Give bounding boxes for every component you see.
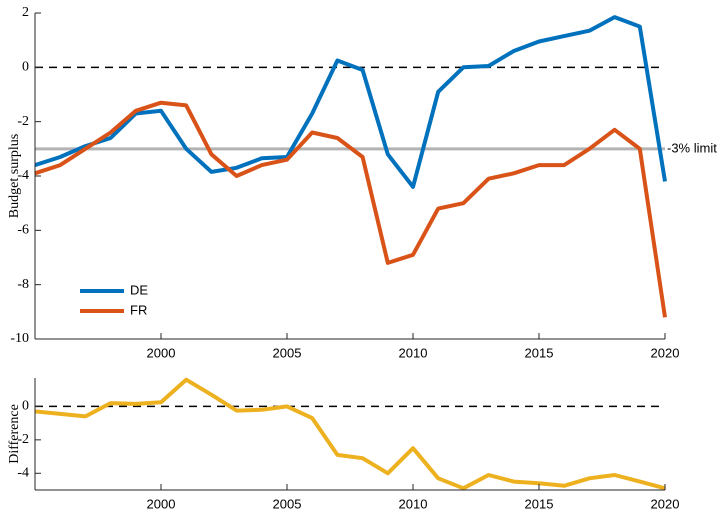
x-tick-label: 2020 xyxy=(651,345,680,360)
x-tick-label: 2020 xyxy=(651,496,680,511)
y-tick-label: -10 xyxy=(10,331,29,346)
y-tick-label: -6 xyxy=(17,223,29,238)
y-tick-label: -2 xyxy=(17,432,29,447)
y-tick-label: 2 xyxy=(22,5,29,20)
x-tick-label: 2000 xyxy=(147,496,176,511)
x-tick-label: 2000 xyxy=(147,345,176,360)
legend-label: DE xyxy=(130,282,148,297)
data-line xyxy=(34,377,666,491)
y-axis-label: Budget surplus xyxy=(7,134,22,218)
reference-label: -3% limit xyxy=(667,140,717,155)
x-tick-label: 2010 xyxy=(399,496,428,511)
y-tick-label: -8 xyxy=(17,277,29,292)
legend-label: FR xyxy=(130,302,147,317)
y-tick-label: -4 xyxy=(17,466,29,481)
x-tick-label: 2015 xyxy=(525,345,554,360)
x-tick-label: 2005 xyxy=(273,496,302,511)
y-axis-label: Difference xyxy=(7,404,22,464)
y-tick-label: 0 xyxy=(22,60,29,75)
y-tick-label: -4 xyxy=(17,168,29,183)
data-line xyxy=(34,15,667,189)
x-tick-label: 2015 xyxy=(525,496,554,511)
x-tick-label: 2010 xyxy=(399,345,428,360)
data-line xyxy=(34,100,667,318)
y-tick-label: -2 xyxy=(17,114,29,129)
x-tick-label: 2005 xyxy=(273,345,302,360)
y-tick-label: 0 xyxy=(22,399,29,414)
